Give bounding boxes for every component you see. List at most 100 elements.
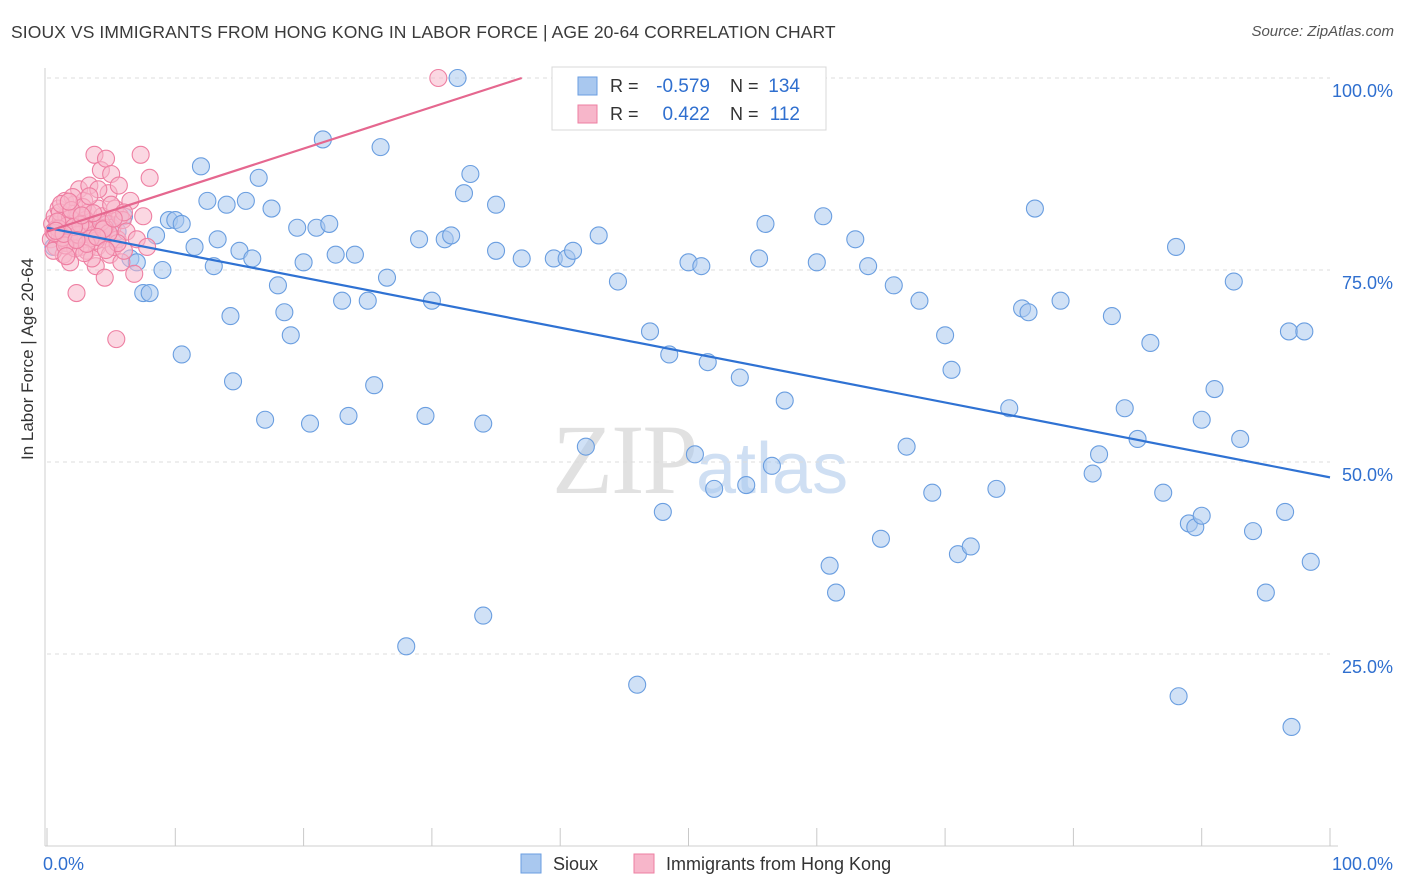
x-tick-label: 0.0%	[43, 854, 84, 874]
legend-swatch	[577, 76, 598, 96]
sioux-point	[1192, 410, 1211, 429]
sioux-point	[576, 437, 595, 456]
sioux-point	[256, 410, 275, 429]
hong-kong-point	[96, 149, 116, 168]
sioux-point	[987, 479, 1006, 498]
sioux-point	[775, 391, 794, 410]
sioux-point	[275, 303, 294, 322]
sioux-point	[1276, 502, 1295, 521]
sioux-point	[294, 253, 313, 272]
hong-kong-trendline	[46, 76, 523, 233]
sioux-point	[410, 230, 429, 249]
sioux-point	[897, 437, 916, 456]
hong-kong-point	[107, 330, 126, 349]
trend-lines	[46, 76, 1331, 479]
y-tick-label: 25.0%	[1342, 657, 1393, 677]
sioux-point	[1256, 583, 1275, 602]
sioux-point	[1019, 303, 1038, 322]
sioux-point	[512, 249, 531, 268]
y-tick-label: 100.0%	[1332, 81, 1393, 101]
sioux-point	[1295, 322, 1314, 341]
sioux-point	[1224, 272, 1243, 291]
sioux-point	[820, 556, 839, 575]
sioux-point	[1279, 322, 1298, 341]
y-tick-label: 75.0%	[1342, 273, 1393, 293]
sioux-point	[474, 606, 493, 625]
sioux-point	[1301, 552, 1320, 571]
sioux-point	[563, 241, 583, 260]
sioux-point	[198, 191, 217, 210]
sioux-point	[486, 241, 506, 260]
sioux-point	[628, 675, 647, 694]
n-value: 134	[768, 76, 800, 97]
sioux-point	[750, 249, 769, 268]
hong-kong-point	[67, 283, 86, 303]
sioux-point	[1205, 379, 1224, 399]
hong-kong-point	[125, 264, 144, 283]
sioux-point	[826, 583, 846, 602]
r-value: -0.579	[656, 76, 710, 97]
r-label: R =	[610, 104, 639, 124]
sioux-point	[1154, 483, 1173, 502]
hong-kong-point	[429, 68, 448, 88]
n-label: N =	[730, 104, 759, 124]
sioux-point	[685, 445, 704, 464]
sioux-point	[1115, 399, 1134, 418]
sioux-point	[1051, 291, 1070, 310]
legend-label-sioux: Sioux	[553, 854, 598, 874]
n-value: 112	[770, 104, 800, 125]
hong-kong-point	[95, 268, 114, 287]
sioux-point	[208, 230, 227, 249]
sioux-point	[705, 479, 724, 498]
sioux-point	[640, 322, 660, 341]
watermark: ZIPatlas	[552, 402, 848, 517]
sioux-point	[1243, 522, 1263, 541]
sioux-point	[371, 138, 390, 157]
legend-swatch-sioux	[520, 853, 542, 874]
sioux-point	[942, 360, 961, 379]
sioux-point	[884, 276, 903, 295]
sioux-point	[474, 414, 493, 433]
tick-labels: 25.0% 50.0% 75.0% 100.0% 0.0% 100.0%	[43, 81, 1393, 874]
sioux-point	[326, 245, 345, 264]
sioux-point	[262, 199, 281, 218]
sioux-point	[846, 230, 865, 249]
sioux-point	[589, 226, 608, 245]
sioux-point	[1169, 687, 1188, 706]
sioux-point	[448, 68, 467, 88]
sioux-point	[737, 475, 756, 495]
sioux-point	[1102, 307, 1121, 326]
sioux-point	[172, 214, 191, 233]
sioux-point	[153, 260, 172, 280]
sioux-point	[871, 529, 891, 548]
sioux-point	[730, 368, 749, 387]
sioux-point	[358, 291, 377, 310]
sioux-point	[221, 307, 240, 326]
sioux-point	[416, 406, 435, 425]
sioux-point	[859, 257, 878, 276]
sioux-point	[320, 214, 339, 233]
sioux-point	[442, 226, 461, 245]
x-tick-label: 100.0%	[1332, 854, 1393, 874]
series-legend: Sioux Immigrants from Hong Kong	[520, 853, 891, 874]
legend-swatch-hong-kong	[633, 853, 655, 874]
hong-kong-point	[96, 240, 116, 260]
chart-title: SIOUX VS IMMIGRANTS FROM HONG KONG IN LA…	[11, 22, 836, 42]
sioux-point	[1192, 506, 1211, 525]
watermark-zip: ZIP	[552, 404, 698, 515]
sioux-point	[191, 157, 211, 176]
stats-legend-box	[551, 66, 827, 131]
sioux-point	[1025, 199, 1044, 218]
hong-kong-point	[140, 168, 159, 187]
sioux-point	[243, 249, 262, 268]
sioux-point	[1141, 333, 1160, 353]
sioux-point	[762, 456, 781, 475]
sioux-point	[1083, 464, 1102, 483]
sioux-point	[281, 326, 300, 345]
hong-kong-point	[131, 145, 150, 164]
sioux-point	[486, 195, 506, 214]
series-sioux-points	[44, 68, 1320, 737]
sioux-point	[923, 483, 942, 502]
sioux-point	[1090, 445, 1109, 464]
